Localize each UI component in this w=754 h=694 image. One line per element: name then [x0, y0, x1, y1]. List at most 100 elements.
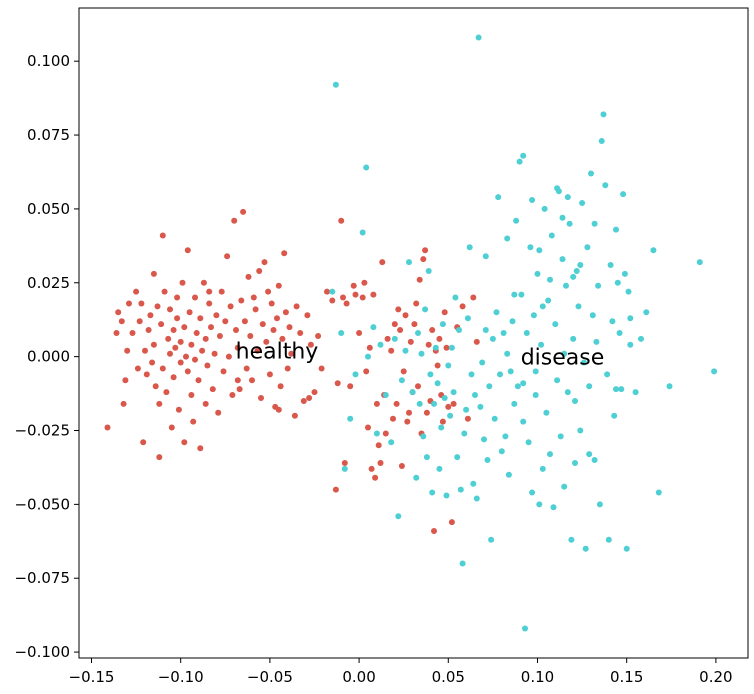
healthy-point: [329, 297, 336, 304]
healthy-point: [211, 350, 218, 357]
healthy-point: [195, 377, 202, 384]
healthy-point: [406, 409, 412, 416]
healthy-point: [275, 282, 282, 289]
disease-point: [425, 268, 432, 274]
healthy-point: [158, 321, 165, 328]
disease-point: [454, 454, 461, 461]
healthy-point: [297, 330, 304, 336]
disease-point: [472, 392, 478, 398]
healthy-point: [168, 424, 175, 431]
disease-point: [579, 200, 586, 206]
healthy-point: [343, 300, 350, 307]
disease-point: [363, 164, 370, 171]
healthy-point: [423, 409, 430, 416]
healthy-point: [293, 303, 300, 310]
y-tick-label: −0.050: [14, 495, 70, 513]
healthy-point: [334, 380, 341, 387]
healthy-point: [138, 300, 145, 307]
healthy-point: [170, 327, 177, 333]
healthy-point: [404, 418, 411, 425]
disease-point: [530, 312, 537, 319]
disease-point: [436, 465, 443, 472]
healthy-point: [425, 341, 432, 348]
healthy-point: [291, 412, 298, 419]
disease-point: [527, 244, 534, 251]
annotations: healthy disease: [236, 340, 605, 371]
healthy-point: [395, 306, 402, 313]
healthy-point: [241, 318, 248, 325]
healthy-point: [443, 344, 450, 351]
disease-point: [575, 303, 582, 310]
disease-point: [484, 457, 491, 463]
healthy-point: [174, 315, 181, 322]
disease-point: [627, 341, 634, 348]
y-tick-label: −0.025: [14, 422, 70, 440]
disease-point: [620, 191, 627, 198]
disease-point: [598, 138, 605, 144]
disease-point: [548, 232, 555, 239]
healthy-point: [384, 335, 391, 342]
healthy-point: [373, 400, 380, 407]
disease-point: [609, 318, 616, 325]
disease-point: [447, 412, 454, 419]
disease-point: [427, 371, 434, 378]
healthy-point: [340, 294, 346, 301]
healthy-point: [459, 303, 466, 310]
disease-point: [338, 330, 345, 336]
healthy-point: [225, 353, 232, 360]
disease-point: [559, 256, 566, 263]
disease-point: [618, 386, 625, 393]
disease-point: [415, 330, 421, 336]
disease-point: [536, 501, 543, 508]
healthy-point: [270, 327, 277, 333]
healthy-point: [341, 460, 348, 466]
healthy-point: [206, 300, 213, 307]
healthy-point: [441, 309, 448, 316]
disease-point: [584, 244, 591, 251]
y-tick-label: −0.100: [14, 643, 70, 661]
healthy-point: [145, 327, 152, 333]
disease-point: [541, 205, 548, 212]
series-disease: [329, 34, 718, 632]
healthy-point: [192, 356, 198, 363]
disease-point: [625, 288, 632, 295]
disease-point: [416, 400, 423, 407]
healthy-point: [277, 383, 284, 390]
healthy-point: [161, 288, 168, 295]
healthy-point: [183, 353, 189, 360]
disease-point: [457, 486, 464, 493]
healthy-point: [104, 424, 111, 431]
healthy-point: [365, 424, 371, 431]
disease-point: [696, 259, 703, 266]
disease-point: [456, 327, 462, 333]
disease-point: [532, 392, 539, 398]
healthy-point: [209, 386, 216, 393]
disease-point: [613, 226, 619, 233]
healthy-point: [254, 347, 261, 354]
disease-point: [650, 247, 657, 254]
healthy-point: [275, 406, 282, 413]
disease-point: [552, 321, 559, 328]
healthy-point: [197, 445, 204, 452]
healthy-point: [315, 333, 322, 339]
disease-point: [450, 389, 457, 396]
x-tick-label: 0.10: [521, 668, 554, 686]
healthy-point: [256, 268, 263, 274]
disease-point: [580, 359, 587, 366]
healthy-point: [368, 465, 375, 472]
disease-point: [422, 306, 429, 313]
healthy-point: [179, 279, 186, 286]
disease-point: [621, 270, 628, 277]
disease-point: [632, 389, 639, 396]
disease-point: [445, 362, 452, 369]
healthy-point: [243, 365, 250, 372]
healthy-point: [136, 318, 143, 325]
healthy-point: [188, 392, 195, 398]
disease-point: [370, 324, 377, 331]
healthy-point: [150, 341, 157, 348]
disease-point: [616, 330, 623, 336]
disease-point: [613, 386, 619, 393]
disease-point: [491, 415, 498, 422]
healthy-point: [172, 344, 179, 351]
